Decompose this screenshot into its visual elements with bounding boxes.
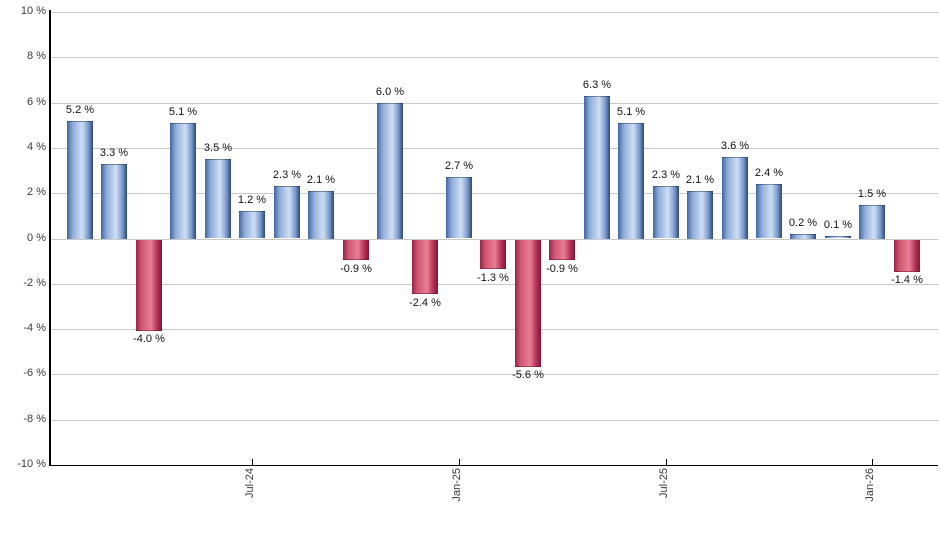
gridline (50, 420, 938, 421)
bar-value-label: 1.5 % (857, 188, 887, 200)
gridline (50, 239, 938, 240)
bar (343, 240, 369, 260)
y-axis-tick-label: -6 % (23, 367, 46, 379)
bar-value-label: 6.3 % (582, 79, 612, 91)
bar (825, 236, 851, 238)
x-axis-tick (459, 459, 460, 465)
y-axis-tick-label: 2 % (27, 186, 46, 198)
y-axis-tick-label: -10 % (17, 458, 46, 470)
y-axis-tick-label: 0 % (27, 232, 46, 244)
bar (549, 240, 575, 260)
x-axis-line (50, 465, 938, 466)
bar (756, 184, 782, 238)
gridline (50, 329, 938, 330)
bar (274, 186, 300, 238)
bar (205, 159, 231, 238)
y-axis-tick-label: 8 % (27, 50, 46, 62)
bar (446, 177, 472, 238)
bar-value-label: 5.1 % (168, 106, 198, 118)
x-axis-tick-label: Jan-25 (451, 468, 463, 502)
bar (894, 240, 920, 272)
bar-value-label: 2.3 % (651, 169, 681, 181)
bar (618, 123, 644, 239)
gridline (50, 374, 938, 375)
bar-value-label: 2.3 % (272, 169, 302, 181)
bar-value-label: -5.6 % (512, 369, 544, 381)
bar (515, 240, 541, 367)
bar-value-label: 6.0 % (375, 86, 405, 98)
x-axis-tick-label: Jan-26 (864, 468, 876, 502)
bar-value-label: 5.1 % (616, 106, 646, 118)
y-axis-tick-label: -2 % (23, 277, 46, 289)
gridline (50, 12, 938, 13)
bar (412, 240, 438, 294)
gridline (50, 148, 938, 149)
bar (859, 205, 885, 239)
x-axis-tick (666, 459, 667, 465)
bar-value-label: -1.4 % (891, 274, 923, 286)
bar-value-label: 2.7 % (444, 160, 474, 172)
bar-value-label: 0.1 % (823, 219, 853, 231)
bar-value-label: 1.2 % (237, 194, 267, 206)
y-axis-tick-label: 6 % (27, 96, 46, 108)
y-axis-tick-label: -8 % (23, 413, 46, 425)
gridline (50, 193, 938, 194)
x-axis-tick (252, 459, 253, 465)
bar-value-label: -0.9 % (546, 263, 578, 275)
bar-value-label: 3.3 % (99, 147, 129, 159)
bar (722, 157, 748, 239)
bar-value-label: -2.4 % (409, 297, 441, 309)
bar (308, 191, 334, 239)
bar (480, 240, 506, 269)
bar (101, 164, 127, 239)
bar-value-label: 2.1 % (685, 174, 715, 186)
x-axis-tick-label: Jul-25 (658, 468, 670, 498)
bar (584, 96, 610, 239)
y-axis-tick-label: 10 % (20, 5, 46, 17)
bar-value-label: 2.4 % (754, 167, 784, 179)
bar (687, 191, 713, 239)
bar (377, 103, 403, 239)
bar-value-label: 3.6 % (720, 140, 750, 152)
gridline (50, 103, 938, 104)
bar-value-label: 5.2 % (65, 104, 95, 116)
bar-value-label: 0.2 % (788, 217, 818, 229)
bar (790, 234, 816, 239)
x-axis-tick (872, 459, 873, 465)
bar-value-label: -4.0 % (133, 333, 165, 345)
bar (239, 211, 265, 238)
bar-value-label: -1.3 % (477, 272, 509, 284)
bar (67, 121, 93, 239)
gridline (50, 57, 938, 58)
y-axis-tick-label: -4 % (23, 322, 46, 334)
y-axis-tick-label: 4 % (27, 141, 46, 153)
bar-value-label: 3.5 % (203, 142, 233, 154)
bar (653, 186, 679, 238)
bar-value-label: -0.9 % (340, 263, 372, 275)
y-axis-line (49, 10, 51, 466)
gridline (50, 284, 938, 285)
bar-value-label: 2.1 % (306, 174, 336, 186)
bar (136, 240, 162, 331)
x-axis-tick-label: Jul-24 (244, 468, 256, 498)
bar (170, 123, 196, 239)
